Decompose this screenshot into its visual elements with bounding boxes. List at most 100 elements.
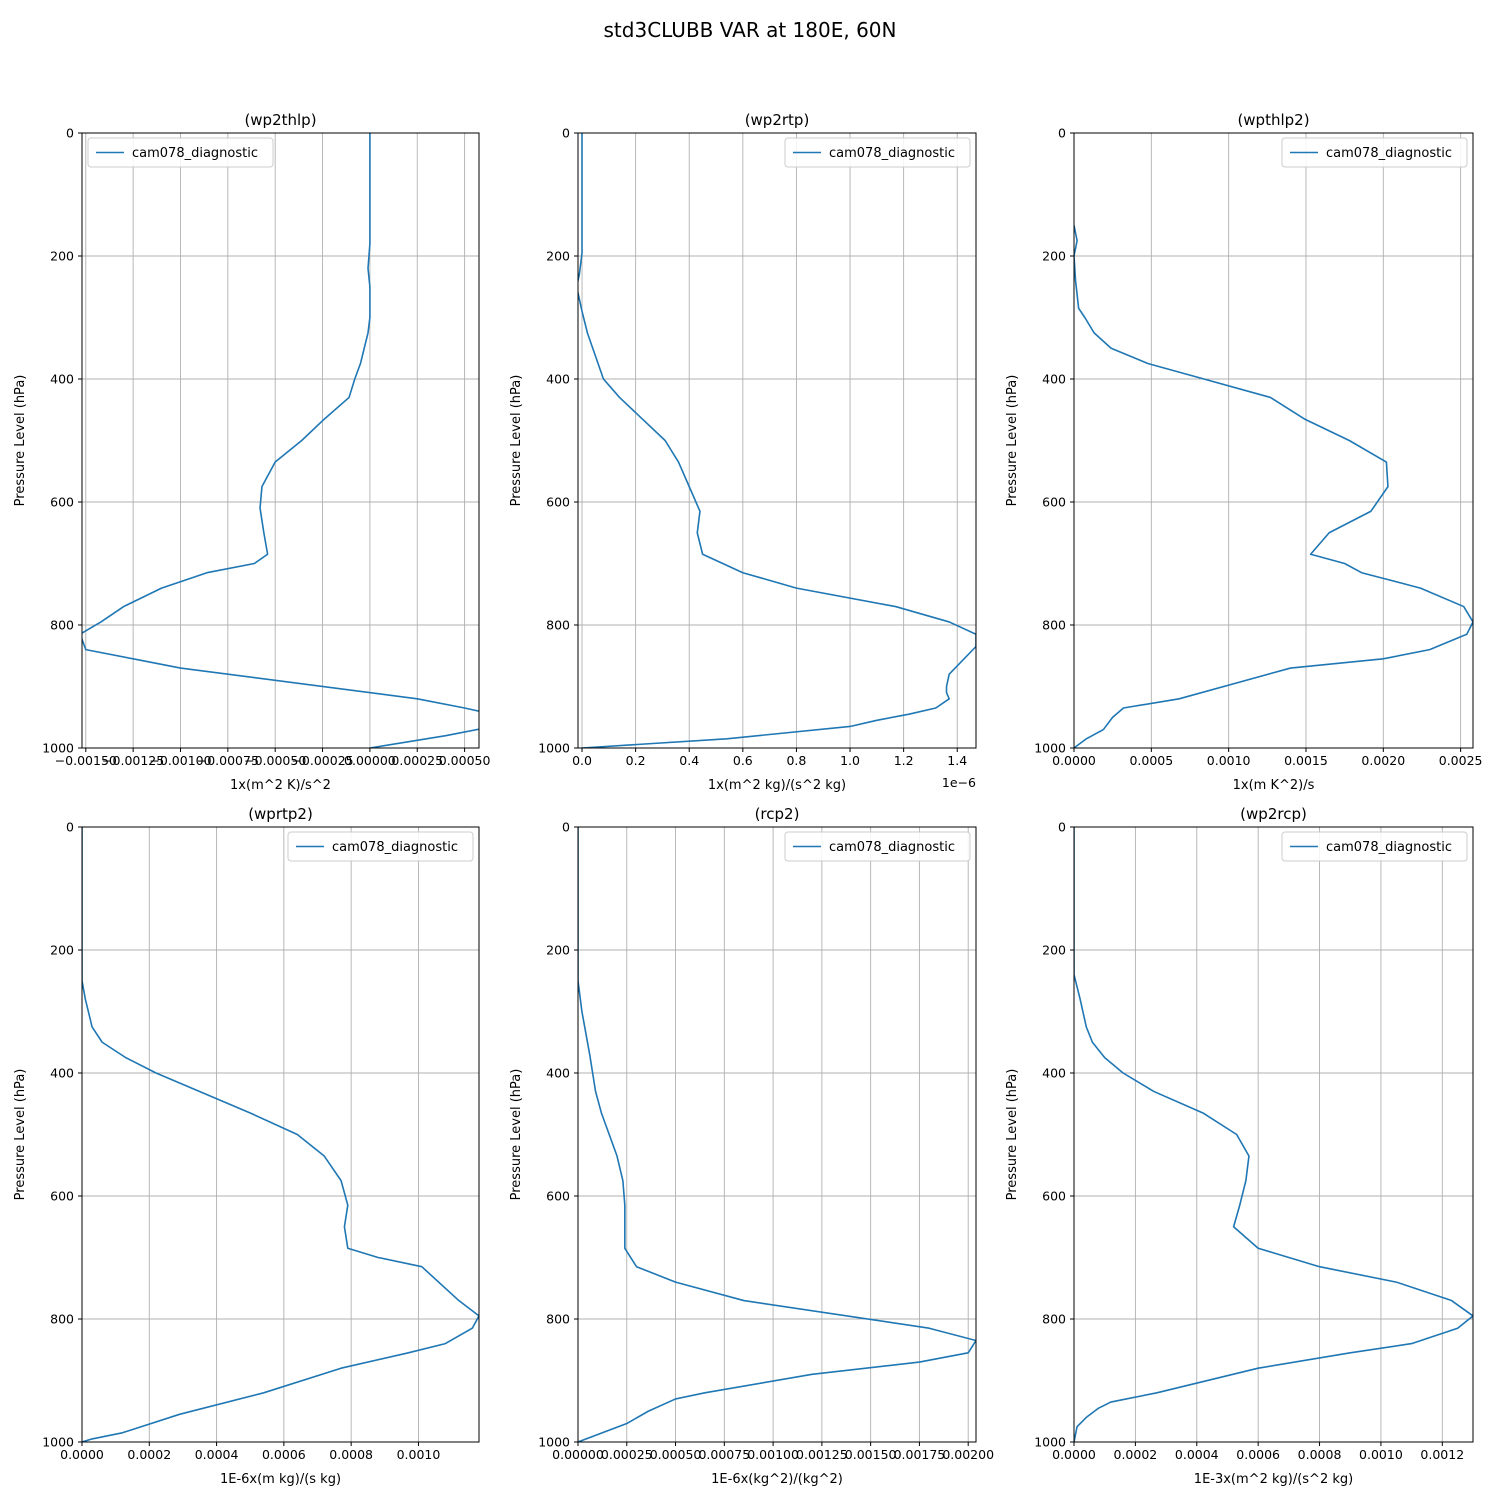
legend-label: cam078_diagnostic	[132, 146, 258, 161]
panel-title: (wpthlp2)	[1237, 111, 1309, 129]
x-tick-label: 0.0002	[127, 1447, 171, 1462]
x-tick-label: 0.0000	[1052, 753, 1096, 768]
series-line	[1074, 827, 1473, 1442]
y-tick-label: 200	[1042, 249, 1066, 264]
y-tick-label: 600	[50, 495, 74, 510]
panel-2: 0.0 0.2 0.4 0.6 0.8 1.0 1.2 1.4 0 200 400 600 800 100…	[509, 111, 977, 793]
y-tick-label: 1000	[538, 1435, 570, 1450]
y-tick-label: 200	[546, 943, 570, 958]
legend-box	[1281, 831, 1468, 862]
axes-frame	[1073, 826, 1474, 1443]
x-tick-label: 0.0004	[1175, 1447, 1219, 1462]
x-tick-label: 0.00100	[747, 1447, 799, 1462]
y-axis-label: Pressure Level (hPa)	[509, 375, 524, 507]
y-tick-label: 800	[546, 1312, 570, 1327]
x-tick-label: 0.0008	[1298, 1447, 1342, 1462]
x-tick-label: 0.0012	[1420, 1447, 1464, 1462]
x-tick-label: 0.4	[679, 753, 699, 768]
legend-box	[784, 831, 971, 862]
x-offset-text: 1e−6	[942, 775, 976, 790]
series-line	[1074, 225, 1473, 748]
panel-title: (wprtp2)	[248, 805, 313, 823]
legend-label: cam078_diagnostic	[1326, 840, 1452, 855]
x-tick-label: −0.00075	[197, 753, 259, 768]
legend: cam078_diagnostic	[287, 831, 474, 862]
x-tick-label: 0.0005	[1129, 753, 1173, 768]
y-tick-label: 600	[1042, 1189, 1066, 1204]
y-tick-label: 600	[546, 495, 570, 510]
y-tick-label: 400	[1042, 1066, 1066, 1081]
x-tick-label: 0.00000	[344, 753, 396, 768]
y-tick-label: 800	[50, 1312, 74, 1327]
panel-1: −0.00150−0.00125−0.00100−0.00075−0.00050…	[13, 111, 491, 793]
x-tick-label: −0.00150	[55, 753, 117, 768]
legend: cam078_diagnostic	[1281, 137, 1468, 168]
legend: cam078_diagnostic	[87, 137, 274, 168]
x-axis-label: 1E-6x(m kg)/(s kg)	[220, 1472, 341, 1487]
y-tick-label: 600	[1042, 495, 1066, 510]
x-tick-label: −0.00025	[291, 753, 353, 768]
series-line	[578, 827, 976, 1442]
panel-4: 0.0000 0.0002 0.0004 0.0006 0.0008 0.0010 0 200…	[13, 805, 480, 1487]
y-tick-label: 400	[50, 1066, 74, 1081]
x-tick-label: 0.0020	[1361, 753, 1405, 768]
y-tick-label: 200	[546, 249, 570, 264]
legend: cam078_diagnostic	[784, 831, 971, 862]
y-tick-label: 400	[546, 1066, 570, 1081]
axes-frame	[577, 826, 977, 1443]
y-tick-label: 800	[546, 618, 570, 633]
legend-label: cam078_diagnostic	[1326, 146, 1452, 161]
x-tick-label: −0.00125	[102, 753, 164, 768]
panel-6: 0.0000 0.0002 0.0004 0.0006 0.0008 0.0010 0.00…	[1005, 805, 1474, 1487]
x-tick-label: 0.00150	[845, 1447, 897, 1462]
figure-title: std3CLUBB VAR at 180E, 60N	[604, 18, 897, 42]
x-tick-label: 0.00050	[650, 1447, 702, 1462]
axes-frame	[81, 826, 480, 1443]
y-tick-label: 200	[50, 943, 74, 958]
x-axis-label: 1x(m^2 kg)/(s^2 kg)	[708, 778, 846, 793]
y-tick-label: 200	[50, 249, 74, 264]
y-axis-label: Pressure Level (hPa)	[13, 1069, 28, 1201]
x-tick-label: 1.4	[947, 753, 967, 768]
axes-frame	[577, 132, 977, 749]
legend: cam078_diagnostic	[784, 137, 971, 168]
x-tick-label: 0.00025	[601, 1447, 653, 1462]
y-tick-label: 800	[1042, 618, 1066, 633]
y-axis-label: Pressure Level (hPa)	[13, 375, 28, 507]
y-tick-label: 400	[546, 372, 570, 387]
x-tick-label: 0.0006	[1236, 1447, 1280, 1462]
y-tick-label: 1000	[42, 1435, 74, 1450]
x-tick-label: 0.0006	[262, 1447, 306, 1462]
y-tick-label: 0	[562, 126, 570, 141]
y-tick-label: 1000	[1034, 1435, 1066, 1450]
y-axis-label: Pressure Level (hPa)	[1005, 375, 1020, 507]
y-axis-label: Pressure Level (hPa)	[509, 1069, 524, 1201]
y-tick-label: 1000	[42, 741, 74, 756]
x-tick-label: 0.8	[786, 753, 806, 768]
x-tick-label: 0.0000	[60, 1447, 104, 1462]
x-tick-label: 0.0010	[1359, 1447, 1403, 1462]
x-tick-label: −0.00100	[149, 753, 211, 768]
series-line	[82, 827, 479, 1442]
legend-label: cam078_diagnostic	[332, 840, 458, 855]
legend-box	[87, 137, 274, 168]
y-tick-label: 1000	[538, 741, 570, 756]
y-tick-label: 400	[50, 372, 74, 387]
series-line	[578, 133, 976, 748]
y-tick-label: 0	[1058, 126, 1066, 141]
y-tick-label: 0	[66, 126, 74, 141]
legend-label: cam078_diagnostic	[829, 146, 955, 161]
x-tick-label: 0.0008	[329, 1447, 373, 1462]
x-tick-label: 0.00050	[439, 753, 491, 768]
y-tick-label: 800	[1042, 1312, 1066, 1327]
panels: −0.00150−0.00125−0.00100−0.00075−0.00050…	[13, 111, 1483, 1487]
legend: cam078_diagnostic	[1281, 831, 1468, 862]
panel-title: (wp2thlp)	[244, 111, 316, 129]
x-tick-label: 0.00200	[942, 1447, 994, 1462]
x-tick-label: −0.00050	[244, 753, 306, 768]
series-line	[82, 133, 479, 748]
x-tick-label: 0.0004	[195, 1447, 239, 1462]
y-tick-label: 1000	[1034, 741, 1066, 756]
